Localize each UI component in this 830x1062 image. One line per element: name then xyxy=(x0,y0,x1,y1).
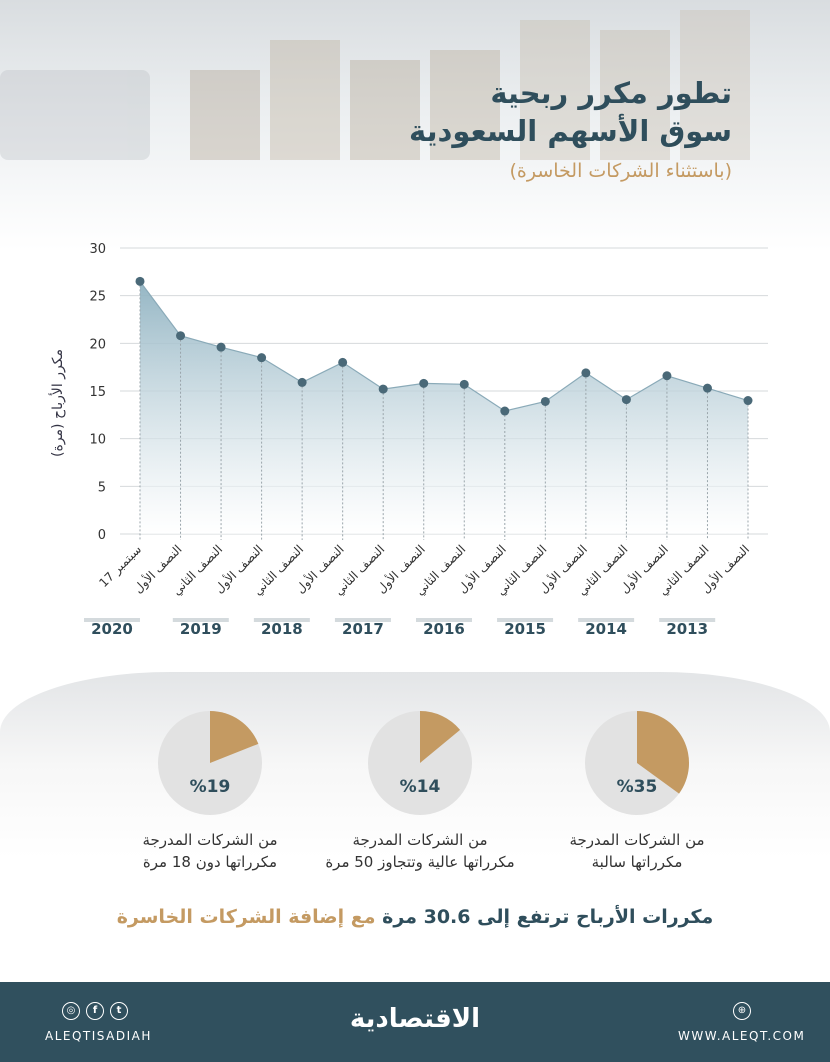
footer-bar: ◎ f t ALEQTISADIAH الاقتصادية ⊕ WWW.ALEQ… xyxy=(0,982,830,1062)
year-label: 2014 xyxy=(585,620,627,638)
pie-caption-line1: من الشركات المدرجة xyxy=(352,831,488,849)
pie-percent: %19 xyxy=(189,777,231,797)
year-label: 2017 xyxy=(342,620,384,638)
y-tick-label: 30 xyxy=(89,242,106,257)
pie-slice xyxy=(420,711,461,763)
pie-percent: %35 xyxy=(616,777,658,797)
data-point xyxy=(257,353,267,363)
pie-slice xyxy=(637,711,689,794)
globe-icon: ⊕ xyxy=(733,1002,751,1020)
page-title-line2: سوق الأسهم السعودية xyxy=(408,114,732,148)
y-tick-label: 0 xyxy=(98,528,106,543)
year-band xyxy=(416,618,472,622)
header-photo-coins xyxy=(0,10,750,160)
year-band xyxy=(172,618,229,622)
footnote-main: مكررات الأرباح ترتفع إلى 30.6 مرة xyxy=(382,906,714,928)
data-point xyxy=(176,331,186,341)
year-label: 2019 xyxy=(180,620,222,638)
data-point xyxy=(702,383,712,393)
page-title: تطور مكرر ربحية xyxy=(490,76,732,110)
data-point xyxy=(135,276,145,286)
data-point xyxy=(500,406,510,416)
data-point xyxy=(378,384,388,394)
data-point xyxy=(662,371,672,381)
chart-area-fill xyxy=(140,281,748,534)
brand-logo: الاقتصادية xyxy=(349,1004,481,1034)
year-band xyxy=(578,618,635,622)
y-tick-label: 25 xyxy=(89,290,106,305)
chart-series-line xyxy=(139,281,749,412)
year-band xyxy=(659,618,716,622)
year-label: 2013 xyxy=(666,620,708,638)
pie-slice xyxy=(210,711,259,763)
y-tick-label: 20 xyxy=(89,337,106,352)
data-point xyxy=(621,395,631,405)
data-point xyxy=(540,396,550,406)
year-label: 2018 xyxy=(261,620,303,638)
pie-low-pe: %19 من الشركات المدرجة مكرراتها دون 18 م… xyxy=(100,705,320,873)
data-point xyxy=(297,377,307,387)
year-label: 2016 xyxy=(423,620,465,638)
y-tick-label: 10 xyxy=(89,433,106,448)
data-point xyxy=(338,357,348,367)
pie-caption-line1: من الشركات المدرجة xyxy=(142,831,278,849)
y-tick-label: 15 xyxy=(89,385,106,400)
footnote-accent: مع إضافة الشركات الخاسرة xyxy=(116,906,376,928)
year-label: 2015 xyxy=(504,620,546,638)
pie-percent: %14 xyxy=(399,777,441,797)
data-point xyxy=(581,368,591,378)
year-band xyxy=(497,618,554,622)
y-axis-label: مكرر الأرباح (مرة) xyxy=(50,349,66,457)
data-point xyxy=(216,342,226,352)
pie-high-pe: %14 من الشركات المدرجة مكرراتها عالية وت… xyxy=(310,705,530,873)
pie-caption-line2: مكرراتها سالبة xyxy=(591,853,683,871)
footnote: مكررات الأرباح ترتفع إلى 30.6 مرة مع إضا… xyxy=(0,906,830,928)
instagram-icon[interactable]: ◎ xyxy=(62,1002,80,1020)
website-link[interactable]: WWW.ALEQT.COM xyxy=(678,1029,806,1043)
year-band xyxy=(253,618,310,622)
social-icons: ◎ f t xyxy=(62,1002,128,1020)
pie-caption-line2: مكرراتها عالية وتتجاوز 50 مرة xyxy=(325,853,515,871)
year-band xyxy=(334,618,391,622)
data-point xyxy=(419,378,429,388)
year-band xyxy=(84,618,140,622)
facebook-icon[interactable]: f xyxy=(86,1002,104,1020)
y-tick-label: 5 xyxy=(98,480,106,495)
pie-negative-pe: %35 من الشركات المدرجة مكرراتها سالبة xyxy=(527,705,747,873)
data-point xyxy=(743,396,753,406)
pie-caption-line2: مكرراتها دون 18 مرة xyxy=(142,853,278,871)
pie-caption-line1: من الشركات المدرجة xyxy=(569,831,705,849)
data-point xyxy=(459,379,469,389)
twitter-icon[interactable]: t xyxy=(110,1002,128,1020)
header-background xyxy=(0,0,830,250)
social-handle[interactable]: ALEQTISADIAH xyxy=(45,1029,152,1043)
page-subtitle: (باستثناء الشركات الخاسرة) xyxy=(509,160,732,182)
year-label: 2020 xyxy=(91,620,133,638)
